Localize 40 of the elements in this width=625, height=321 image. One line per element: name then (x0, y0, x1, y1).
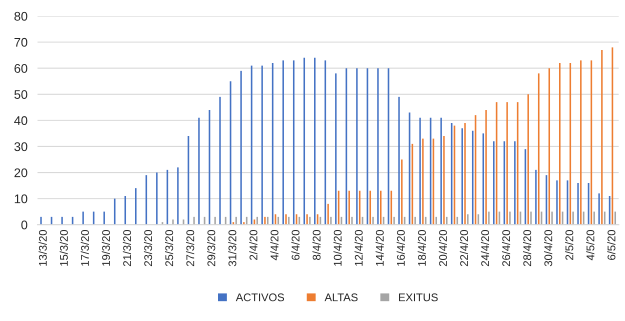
x-tick-label: 26/4/20 (502, 230, 510, 266)
x-tick-label: 25/3/20 (165, 230, 174, 266)
y-tick-label: 0 (21, 220, 28, 230)
x-tick-label: 4/5/20 (586, 230, 594, 260)
x-tick-label: 21/3/20 (122, 230, 132, 266)
y-tick-label: 20 (14, 168, 28, 178)
x-tick-label: 28/4/20 (523, 230, 532, 266)
x-tick-label: 10/4/20 (333, 230, 342, 266)
y-tick-label: 50 (14, 90, 28, 99)
x-tick-label: 15/3/20 (60, 230, 68, 266)
x-tick-label: 4/4/20 (270, 230, 278, 260)
y-tick-label: 40 (14, 116, 28, 126)
legend-label: ACTIVOS (236, 293, 284, 302)
x-tick-label: 17/3/20 (80, 230, 89, 266)
x-tick-label: 22/4/20 (460, 230, 468, 266)
y-tick-label: 10 (14, 194, 28, 204)
x-tick-label: 18/4/20 (418, 230, 426, 266)
x-tick-label: 12/4/20 (354, 230, 363, 266)
x-tick-label: 31/3/20 (228, 230, 236, 266)
y-tick-label: 70 (14, 38, 28, 47)
y-tick-label: 80 (14, 12, 28, 21)
legend-label: ALTAS (324, 293, 358, 302)
x-tick-label: 8/4/20 (312, 230, 321, 260)
x-tick-label: 13/3/20 (38, 230, 47, 266)
x-tick-label: 2/5/20 (565, 230, 574, 260)
y-tick-label: 60 (14, 64, 28, 73)
x-tick-label: 14/4/20 (376, 230, 384, 266)
y-tick-label: 30 (14, 142, 28, 152)
x-tick-label: 30/4/20 (544, 230, 552, 266)
x-tick-label: 23/3/20 (144, 230, 152, 266)
legend-label: EXITUS (399, 293, 438, 302)
x-tick-label: 16/4/20 (396, 230, 405, 266)
x-tick-label: 2/4/20 (249, 230, 258, 260)
x-tick-label: 6/5/20 (607, 230, 616, 260)
x-tick-label: 29/3/20 (207, 230, 216, 266)
x-tick-label: 24/4/20 (480, 230, 490, 266)
x-tick-label: 27/3/20 (186, 230, 194, 266)
x-tick-label: 6/4/20 (291, 230, 300, 260)
x-tick-label: 20/4/20 (438, 230, 447, 266)
x-tick-label: 19/3/20 (102, 230, 110, 266)
